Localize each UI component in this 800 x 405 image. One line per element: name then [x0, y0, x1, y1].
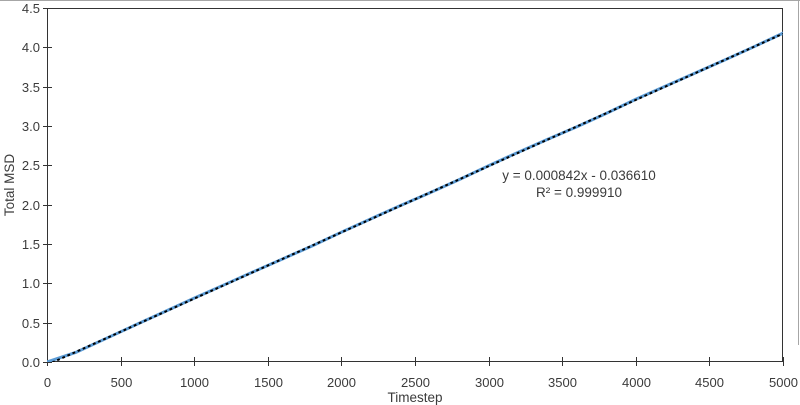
x-tick-label: 3500	[548, 375, 577, 390]
trendline-r-squared-label: R² = 0.999910	[536, 185, 622, 200]
y-tick-label: 2.0	[22, 198, 40, 213]
x-tick-label: 1000	[180, 375, 209, 390]
y-tick-label: 2.5	[22, 158, 40, 173]
x-tick-label: 2500	[401, 375, 430, 390]
y-tick-label: 1.0	[22, 276, 40, 291]
x-tick-label: 1500	[254, 375, 283, 390]
x-tick-label: 5000	[769, 375, 798, 390]
x-tick-label: 500	[111, 375, 133, 390]
x-tick-label: 4500	[695, 375, 724, 390]
trendline-equation-label: y = 0.000842x - 0.036610	[502, 168, 656, 183]
y-tick-label: 1.5	[22, 237, 40, 252]
y-tick-label: 4.5	[22, 1, 40, 16]
plot-border	[47, 8, 783, 362]
y-tick-label: 0.5	[22, 316, 40, 331]
y-tick-label: 4.0	[22, 40, 40, 55]
y-axis-title: Total MSD	[2, 154, 17, 217]
x-tick-label: 4000	[622, 375, 651, 390]
y-tick-label: 0.0	[22, 355, 40, 370]
y-tick-label: 3.5	[22, 80, 40, 95]
x-tick-label: 3000	[475, 375, 504, 390]
x-tick-label: 2000	[327, 375, 356, 390]
trendline	[50, 32, 783, 362]
x-axis-title: Timestep	[387, 390, 442, 405]
y-tick-label: 3.0	[22, 119, 40, 134]
msd-series-line	[47, 31, 783, 362]
x-tick-label: 0	[44, 375, 51, 390]
plot-area: 0.0 0.5 1.0 1.5 2.0 2.5 3.0 3.5 4.0 4.5 0 500 1000 15…	[0, 0, 800, 390]
